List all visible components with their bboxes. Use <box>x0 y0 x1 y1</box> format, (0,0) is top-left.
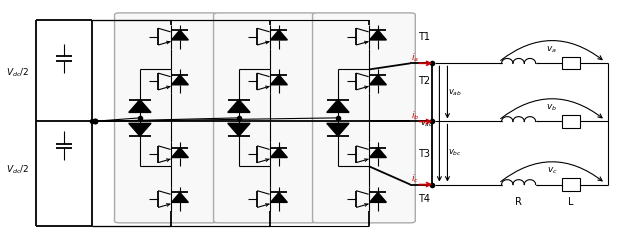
Polygon shape <box>271 30 288 40</box>
Text: $v_b$: $v_b$ <box>546 103 558 113</box>
Polygon shape <box>369 192 386 202</box>
Text: $V_{dc}/2$: $V_{dc}/2$ <box>6 164 30 176</box>
Polygon shape <box>171 75 188 85</box>
Text: T2: T2 <box>418 77 430 87</box>
Text: T4: T4 <box>418 194 430 204</box>
Text: $v_{ac}$: $v_{ac}$ <box>420 119 433 129</box>
Polygon shape <box>369 148 386 157</box>
Text: $i_c$: $i_c$ <box>410 172 419 185</box>
Text: $v_c$: $v_c$ <box>546 166 557 176</box>
Polygon shape <box>327 100 349 113</box>
Polygon shape <box>271 148 288 157</box>
Text: $V_{dc}/2$: $V_{dc}/2$ <box>6 67 30 79</box>
Bar <box>562 178 581 191</box>
FancyBboxPatch shape <box>312 13 415 223</box>
Polygon shape <box>327 123 349 136</box>
Text: T1: T1 <box>418 32 430 42</box>
Polygon shape <box>228 100 250 113</box>
Text: R: R <box>515 197 522 207</box>
Polygon shape <box>171 148 188 157</box>
Text: $v_{bc}$: $v_{bc}$ <box>448 148 462 158</box>
Bar <box>562 57 581 69</box>
FancyBboxPatch shape <box>214 13 316 223</box>
Text: T3: T3 <box>418 149 430 159</box>
Text: L: L <box>568 197 574 207</box>
Polygon shape <box>271 75 288 85</box>
Text: $i_a$: $i_a$ <box>410 51 419 63</box>
Text: $v_{ab}$: $v_{ab}$ <box>448 87 462 98</box>
FancyBboxPatch shape <box>114 13 217 223</box>
Polygon shape <box>369 30 386 40</box>
Polygon shape <box>171 192 188 202</box>
Polygon shape <box>129 123 151 136</box>
Polygon shape <box>228 123 250 136</box>
Polygon shape <box>129 100 151 113</box>
Text: $v_a$: $v_a$ <box>546 45 557 55</box>
Polygon shape <box>369 75 386 85</box>
Bar <box>562 115 581 128</box>
Polygon shape <box>171 30 188 40</box>
Polygon shape <box>271 192 288 202</box>
Text: $i_b$: $i_b$ <box>410 109 419 122</box>
